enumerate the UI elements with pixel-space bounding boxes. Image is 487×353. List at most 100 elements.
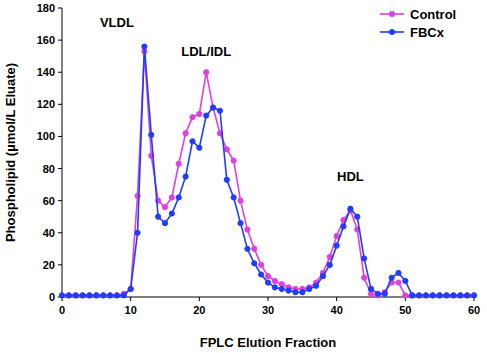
y-tick (58, 104, 62, 105)
series-marker (327, 262, 332, 267)
series-marker (389, 275, 394, 280)
legend-label: FBCx (410, 25, 445, 40)
series-marker (430, 293, 435, 298)
series-marker (451, 293, 456, 298)
series-marker (382, 291, 387, 296)
series-marker (410, 293, 415, 298)
series-marker (190, 139, 195, 144)
series-marker (465, 293, 470, 298)
x-tick-label: 50 (399, 304, 411, 316)
series-marker (362, 256, 367, 261)
series-marker (471, 293, 476, 298)
series-marker (114, 293, 119, 298)
x-tick-label: 30 (262, 304, 274, 316)
series-marker (162, 221, 167, 226)
series-marker (238, 221, 243, 226)
y-tick-label: 120 (37, 98, 55, 110)
y-axis (62, 8, 63, 297)
series-marker (307, 286, 312, 291)
series-line (62, 47, 474, 296)
series-marker (94, 293, 99, 298)
series-marker (66, 293, 71, 298)
series-marker (156, 214, 161, 219)
series-marker (403, 278, 408, 283)
series-marker (465, 293, 470, 298)
series-marker (217, 108, 222, 113)
y-tick (58, 136, 62, 137)
series-marker (423, 293, 428, 298)
series-marker (423, 293, 428, 298)
series-marker (396, 280, 401, 285)
series-line (62, 51, 474, 295)
series-marker (176, 161, 181, 166)
series-marker (245, 246, 250, 251)
series-marker (265, 274, 270, 279)
x-tick-label: 40 (331, 304, 343, 316)
series-marker (471, 293, 476, 298)
series-marker (458, 293, 463, 298)
series-marker (142, 44, 147, 49)
series-marker (396, 270, 401, 275)
series-marker (169, 195, 174, 200)
series-marker (128, 286, 133, 291)
series-marker (121, 293, 126, 298)
series-marker (286, 288, 291, 293)
series-marker (59, 293, 64, 298)
y-tick-label: 20 (43, 259, 55, 271)
y-tick (58, 72, 62, 73)
series-marker (101, 293, 106, 298)
series-marker (437, 293, 442, 298)
series-marker (272, 278, 277, 283)
legend-marker (389, 29, 395, 35)
series-marker (176, 195, 181, 200)
series-marker (444, 293, 449, 298)
legend: ControlFBCx (380, 7, 456, 40)
series-marker (80, 293, 85, 298)
chart: 0204060801001201401601800102030405060FPL… (0, 0, 487, 353)
series-marker (80, 293, 85, 298)
series-marker (66, 293, 71, 298)
series-marker (204, 70, 209, 75)
series-marker (73, 293, 78, 298)
series-marker (128, 286, 133, 291)
series-marker (101, 293, 106, 298)
series-marker (183, 174, 188, 179)
y-tick (58, 168, 62, 169)
series-marker (197, 111, 202, 116)
series-marker (444, 293, 449, 298)
series-marker (224, 147, 229, 152)
series-marker (238, 198, 243, 203)
series-marker (210, 105, 215, 110)
series-marker (231, 158, 236, 163)
y-tick-label: 100 (37, 130, 55, 142)
series-marker (341, 224, 346, 229)
series-marker (313, 283, 318, 288)
series-marker (87, 293, 92, 298)
x-axis-label: FPLC Elution Fraction (200, 335, 337, 350)
series-marker (430, 293, 435, 298)
series-marker (451, 293, 456, 298)
y-tick (58, 40, 62, 41)
y-axis-label: Phospholipid (µmol/L Eluate) (3, 63, 18, 242)
series-marker (293, 290, 298, 295)
y-tick-label: 180 (37, 2, 55, 14)
series-marker (252, 261, 257, 266)
annotation: HDL (337, 169, 364, 184)
series-marker (368, 286, 373, 291)
series-marker (437, 293, 442, 298)
series-marker (94, 293, 99, 298)
series-marker (162, 204, 167, 209)
series-marker (416, 293, 421, 298)
y-tick-label: 60 (43, 195, 55, 207)
series-marker (59, 293, 64, 298)
series-marker (334, 233, 339, 238)
series-marker (416, 293, 421, 298)
legend-marker (389, 11, 395, 17)
series-marker (348, 206, 353, 211)
series-marker (245, 227, 250, 232)
series-marker (73, 293, 78, 298)
series-marker (375, 291, 380, 296)
series-marker (355, 214, 360, 219)
y-tick-label: 80 (43, 163, 55, 175)
series-marker (190, 115, 195, 120)
